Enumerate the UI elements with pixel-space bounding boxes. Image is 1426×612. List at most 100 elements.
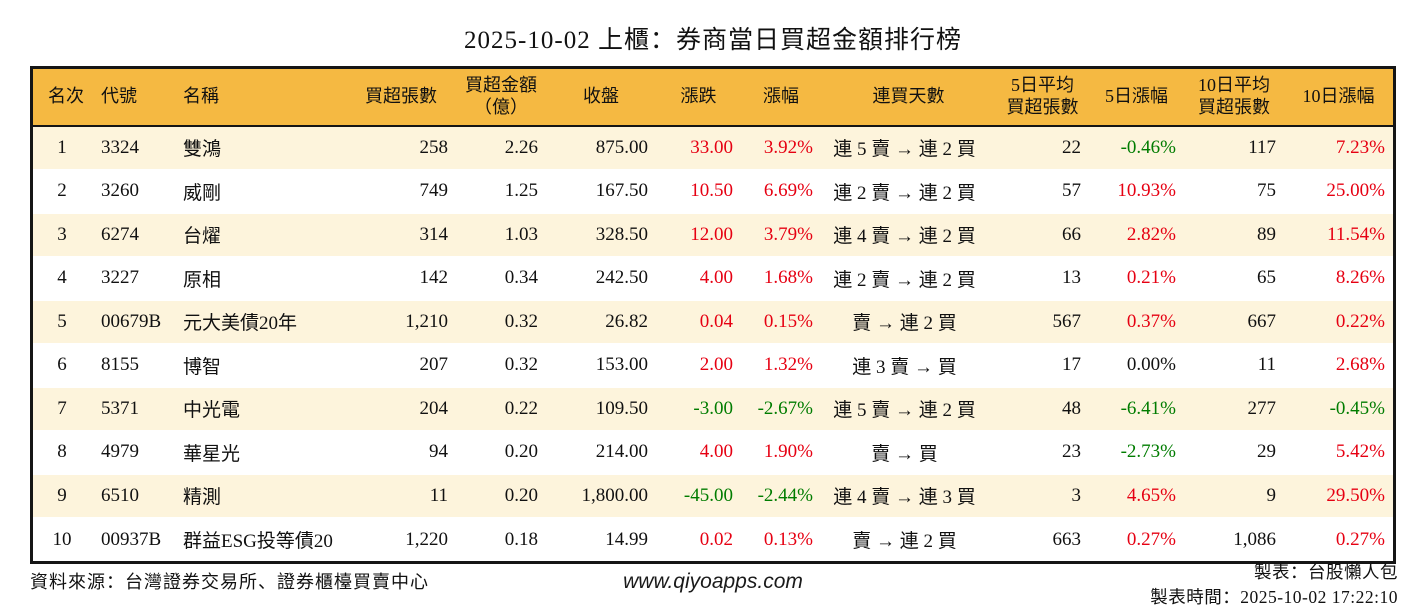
cell-close: 153.00 (546, 342, 656, 387)
table-row: 4 3227 原相 142 0.34 242.50 4.00 1.68% 連 2 賣 → 連 2… (33, 255, 1393, 300)
ranking-table: 名次 代號 名稱 買超張數 買超金額 （億） 收盤 漲跌 漲幅 連買天數 5日平均 買超張數 5日漲… (30, 66, 1396, 564)
cell-pct: 3.92% (741, 126, 821, 170)
cell-amount: 0.20 (456, 473, 546, 518)
cell-shares: 207 (346, 342, 456, 387)
cell-pct10: 2.68% (1284, 342, 1393, 387)
column-header: 10日漲幅 (1284, 69, 1393, 127)
cell-name: 中光電 (181, 386, 346, 431)
generated-time: 製表時間：2025-10-02 17:22:10 (1150, 587, 1398, 607)
cell-amount: 0.32 (456, 342, 546, 387)
cell-pct10: 25.00% (1284, 168, 1393, 213)
cell-code: 5371 (99, 386, 181, 431)
column-header: 連買天數 (821, 69, 996, 127)
table-row: 7 5371 中光電 204 0.22 109.50 -3.00 -2.67% 連 5 賣 → … (33, 386, 1393, 431)
table-row: 1 3324 雙鴻 258 2.26 875.00 33.00 3.92% 連 5 賣 → 連 … (33, 126, 1393, 170)
cell-shares: 258 (346, 126, 456, 170)
column-header: 5日平均 買超張數 (996, 69, 1089, 127)
cell-avg5: 3 (996, 473, 1089, 518)
cell-pct10: -0.45% (1284, 386, 1393, 431)
cell-pct5: 0.37% (1089, 299, 1184, 344)
cell-pct: 1.68% (741, 255, 821, 300)
website-url: www.qiyoapps.com (623, 570, 803, 593)
data-source-note: 資料來源：台灣證券交易所、證券櫃檯買賣中心 (30, 572, 429, 592)
cell-amount: 2.26 (456, 126, 546, 170)
cell-pct: -2.67% (741, 386, 821, 431)
column-header: 代號 (99, 69, 181, 127)
cell-pct: 6.69% (741, 168, 821, 213)
cell-shares: 94 (346, 429, 456, 474)
cell-avg10: 277 (1184, 386, 1284, 431)
cell-pct: -2.44% (741, 473, 821, 518)
cell-pct5: 0.21% (1089, 255, 1184, 300)
cell-rank: 7 (33, 386, 99, 431)
cell-code: 3324 (99, 126, 181, 170)
cell-name: 台燿 (181, 212, 346, 257)
cell-pct5: -2.73% (1089, 429, 1184, 474)
cell-close: 26.82 (546, 299, 656, 344)
cell-amount: 0.34 (456, 255, 546, 300)
cell-streak: 連 3 賣 → 買 (821, 342, 996, 387)
cell-close: 1,800.00 (546, 473, 656, 518)
cell-rank: 9 (33, 473, 99, 518)
cell-change: 10.50 (656, 168, 741, 213)
cell-avg10: 1,086 (1184, 516, 1284, 561)
cell-streak: 賣 → 連 2 買 (821, 299, 996, 344)
cell-rank: 8 (33, 429, 99, 474)
cell-code: 4979 (99, 429, 181, 474)
cell-avg5: 57 (996, 168, 1089, 213)
cell-pct: 0.13% (741, 516, 821, 561)
cell-change: 33.00 (656, 126, 741, 170)
cell-pct5: 10.93% (1089, 168, 1184, 213)
cell-name: 元大美債20年 (181, 299, 346, 344)
table-row: 6 8155 博智 207 0.32 153.00 2.00 1.32% 連 3 賣 → 買 17… (33, 342, 1393, 387)
page-title: 2025-10-02 上櫃：券商當日買超金額排行榜 (464, 27, 962, 54)
column-header: 漲幅 (741, 69, 821, 127)
cell-avg10: 29 (1184, 429, 1284, 474)
cell-streak: 連 4 賣 → 連 2 買 (821, 212, 996, 257)
table-row: 3 6274 台燿 314 1.03 328.50 12.00 3.79% 連 4 賣 → 連 … (33, 212, 1393, 257)
table-row: 2 3260 威剛 749 1.25 167.50 10.50 6.69% 連 2 賣 → 連 … (33, 168, 1393, 213)
column-header: 5日漲幅 (1089, 69, 1184, 127)
cell-pct: 0.15% (741, 299, 821, 344)
cell-streak: 連 5 賣 → 連 2 買 (821, 386, 996, 431)
cell-close: 14.99 (546, 516, 656, 561)
cell-amount: 0.32 (456, 299, 546, 344)
cell-pct5: -0.46% (1089, 126, 1184, 170)
cell-pct10: 11.54% (1284, 212, 1393, 257)
cell-streak: 賣 → 連 2 買 (821, 516, 996, 561)
cell-shares: 1,220 (346, 516, 456, 561)
cell-avg10: 89 (1184, 212, 1284, 257)
cell-name: 雙鴻 (181, 126, 346, 170)
cell-avg5: 13 (996, 255, 1089, 300)
cell-amount: 0.22 (456, 386, 546, 431)
column-header: 漲跌 (656, 69, 741, 127)
cell-close: 875.00 (546, 126, 656, 170)
cell-rank: 2 (33, 168, 99, 213)
cell-streak: 連 4 賣 → 連 3 買 (821, 473, 996, 518)
cell-code: 6510 (99, 473, 181, 518)
cell-rank: 3 (33, 212, 99, 257)
cell-avg5: 17 (996, 342, 1089, 387)
column-header: 收盤 (546, 69, 656, 127)
cell-close: 214.00 (546, 429, 656, 474)
table-row: 5 00679B 元大美債20年 1,210 0.32 26.82 0.04 0.15% 賣 →… (33, 299, 1393, 344)
cell-name: 精測 (181, 473, 346, 518)
cell-change: 0.02 (656, 516, 741, 561)
cell-pct5: 2.82% (1089, 212, 1184, 257)
cell-change: 2.00 (656, 342, 741, 387)
cell-amount: 1.25 (456, 168, 546, 213)
cell-rank: 5 (33, 299, 99, 344)
cell-pct10: 7.23% (1284, 126, 1393, 170)
table-row: 8 4979 華星光 94 0.20 214.00 4.00 1.90% 賣 → 買 23 -2.7… (33, 429, 1393, 474)
cell-avg5: 66 (996, 212, 1089, 257)
table-row: 9 6510 精測 11 0.20 1,800.00 -45.00 -2.44% 連 4 賣 →… (33, 473, 1393, 518)
table-header-row: 名次 代號 名稱 買超張數 買超金額 （億） 收盤 漲跌 漲幅 連買天數 5日平均 買超張數 5日漲… (33, 69, 1393, 127)
cell-rank: 1 (33, 126, 99, 170)
cell-shares: 749 (346, 168, 456, 213)
cell-code: 8155 (99, 342, 181, 387)
cell-close: 242.50 (546, 255, 656, 300)
cell-avg5: 663 (996, 516, 1089, 561)
column-header: 名次 (33, 69, 99, 127)
cell-avg5: 23 (996, 429, 1089, 474)
